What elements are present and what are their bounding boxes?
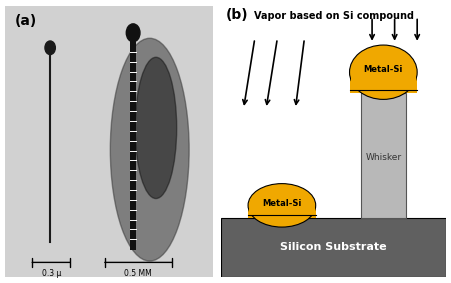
Bar: [350, 71, 417, 93]
Text: 0.3 μ: 0.3 μ: [41, 269, 61, 278]
Text: 0.5 MM: 0.5 MM: [124, 269, 152, 278]
Text: Metal-Si: Metal-Si: [364, 65, 403, 74]
Ellipse shape: [110, 38, 189, 261]
Bar: [249, 205, 315, 216]
Text: (b): (b): [226, 8, 248, 22]
Bar: [221, 218, 446, 277]
Bar: [351, 74, 416, 90]
Circle shape: [126, 24, 140, 42]
Ellipse shape: [135, 57, 177, 199]
Ellipse shape: [350, 45, 417, 99]
Text: Vapor based on Si compound: Vapor based on Si compound: [254, 11, 414, 21]
Ellipse shape: [248, 184, 316, 227]
Text: (a): (a): [15, 14, 37, 28]
Text: Metal-Si: Metal-Si: [262, 200, 302, 209]
Bar: [361, 93, 406, 218]
Circle shape: [45, 41, 55, 55]
Bar: [130, 41, 137, 250]
Bar: [248, 204, 316, 218]
Text: Silicon Substrate: Silicon Substrate: [281, 243, 387, 252]
Text: Whisker: Whisker: [365, 153, 401, 162]
